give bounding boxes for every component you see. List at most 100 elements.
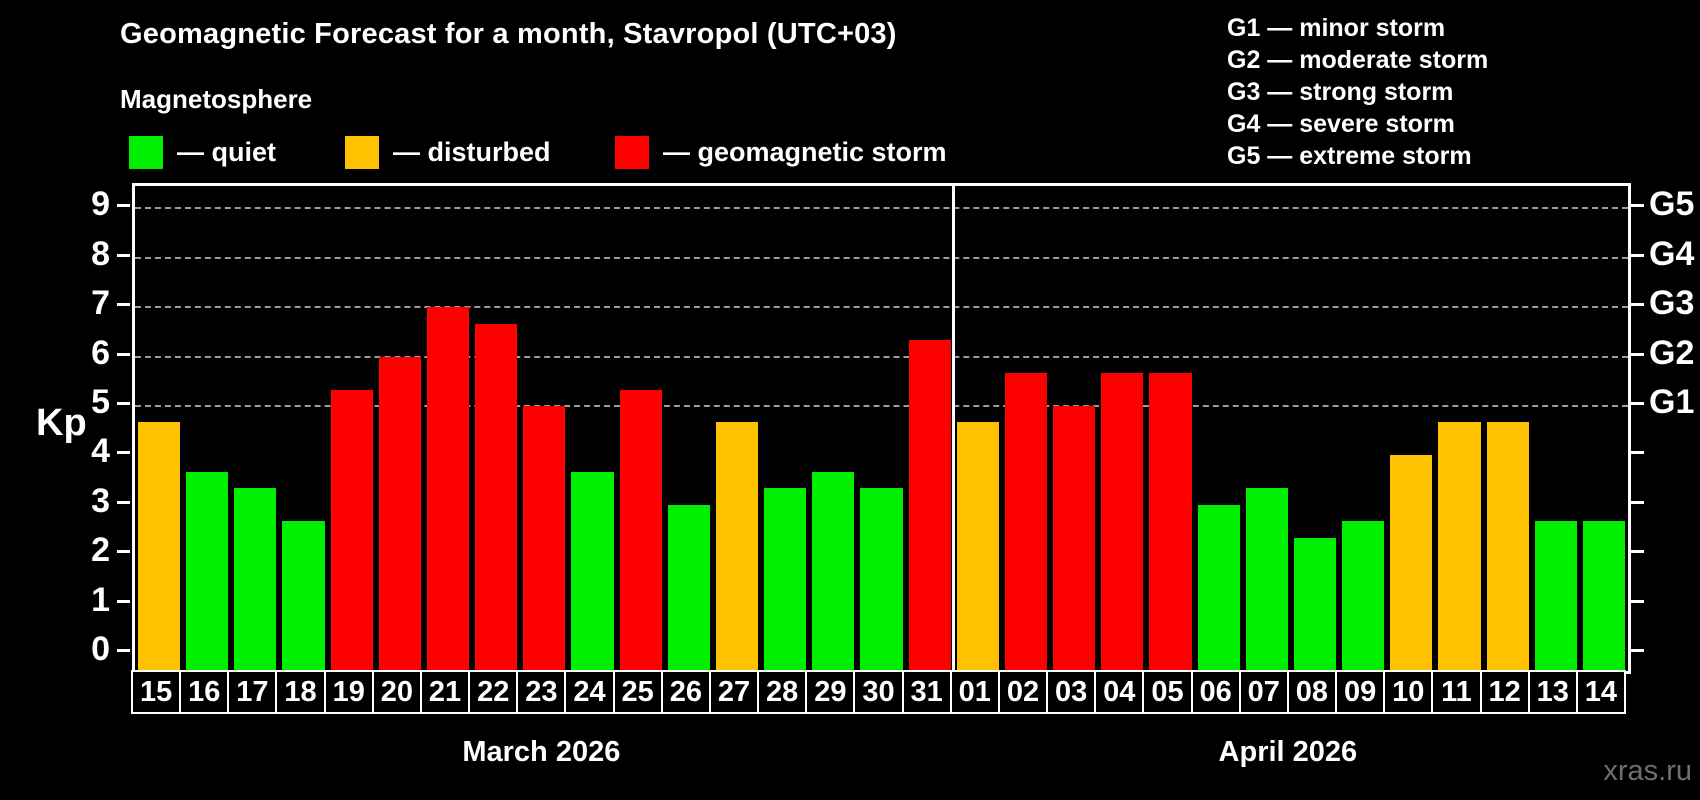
date-label: 11	[1441, 675, 1472, 708]
date-label: 03	[1055, 675, 1088, 708]
y-axis-tick	[117, 253, 130, 257]
right-axis-tick	[1631, 550, 1644, 554]
date-box-19: 19	[323, 670, 374, 714]
bar-day-11	[1438, 422, 1481, 671]
date-label: 25	[621, 675, 654, 708]
bar-day-18	[282, 521, 325, 671]
date-box-01: 01	[949, 670, 1000, 714]
date-label: 12	[1488, 675, 1521, 708]
date-label: 01	[958, 675, 991, 708]
date-box-11: 11	[1431, 670, 1482, 714]
y-axis-tick	[117, 649, 130, 652]
bar-day-15	[138, 422, 181, 671]
bar-day-28	[764, 488, 807, 671]
bar-day-02	[1004, 372, 1048, 671]
bar-day-17	[234, 488, 277, 671]
date-box-16: 16	[179, 670, 230, 714]
y-axis-tick-label: 0	[91, 630, 110, 668]
date-label: 27	[717, 675, 751, 708]
date-label: 30	[862, 675, 895, 708]
month-separator	[952, 186, 956, 671]
date-label: 17	[236, 675, 269, 708]
bar-day-21	[426, 307, 470, 671]
y-axis-tick-label: 3	[91, 481, 110, 520]
right-axis-label-g5: G5	[1649, 185, 1695, 224]
y-axis-tick	[117, 451, 130, 455]
bar-day-27	[715, 422, 759, 671]
bar-day-08	[1293, 537, 1337, 671]
date-label: 29	[814, 675, 847, 708]
date-box-10: 10	[1383, 670, 1434, 714]
g-scale-legend-line: G3 — strong storm	[1227, 78, 1454, 106]
y-axis-tick-label: 9	[91, 185, 110, 224]
date-box-17: 17	[227, 670, 278, 714]
bar-day-14	[1582, 521, 1625, 671]
y-axis-tick	[117, 303, 130, 307]
month-label-1: April 2026	[1218, 736, 1358, 768]
bar-day-26	[667, 504, 710, 671]
date-box-27: 27	[708, 670, 760, 714]
gridline-kp-5	[135, 405, 1628, 407]
date-box-05: 05	[1142, 670, 1193, 714]
date-label: 26	[669, 675, 702, 708]
y-axis-tick-label: 8	[91, 234, 110, 273]
date-label: 21	[428, 675, 462, 708]
g-scale-legend-line: G2 — moderate storm	[1227, 46, 1489, 74]
legend-swatch-0	[129, 135, 163, 169]
date-box-24: 24	[564, 670, 615, 714]
date-label: 10	[1392, 675, 1425, 708]
legend-item-label: — disturbed	[393, 136, 551, 167]
bar-day-31	[908, 340, 951, 671]
date-label: 18	[284, 675, 317, 708]
y-axis-tick-label: 4	[91, 432, 110, 471]
y-axis-tick-label: 2	[91, 531, 110, 570]
bar-day-12	[1486, 422, 1529, 671]
legend-item-label: — geomagnetic storm	[663, 136, 947, 167]
y-axis-tick	[117, 550, 130, 554]
legend-item: — disturbed	[345, 135, 551, 169]
date-box-29: 29	[805, 670, 856, 714]
legend-item: — geomagnetic storm	[615, 135, 947, 169]
date-box-04: 04	[1094, 670, 1145, 714]
date-box-22: 22	[468, 670, 519, 714]
bar-day-03	[1053, 406, 1096, 671]
right-axis-tick	[1631, 253, 1644, 257]
date-box-14: 14	[1575, 670, 1626, 714]
month-label-0: March 2026	[462, 736, 621, 768]
bar-day-05	[1149, 372, 1192, 671]
g-scale-legend-line: G4 — severe storm	[1227, 110, 1455, 138]
bar-day-30	[860, 488, 903, 671]
date-box-31: 31	[901, 670, 952, 714]
bar-day-23	[523, 406, 566, 671]
gridline-kp-9	[135, 207, 1628, 210]
y-axis-tick-label: 5	[91, 383, 110, 421]
date-box-02: 02	[997, 670, 1049, 714]
date-label: 09	[1343, 675, 1377, 708]
right-axis-label-g4: G4	[1649, 234, 1695, 273]
date-label: 05	[1151, 675, 1184, 708]
gridline-kp-8	[135, 256, 1628, 259]
right-axis-label-g1: G1	[1649, 383, 1695, 421]
date-label: 23	[525, 675, 558, 708]
date-label: 20	[380, 675, 413, 708]
g-scale-legend-line: G1 — minor storm	[1227, 14, 1446, 42]
right-axis-tick	[1631, 451, 1644, 455]
date-label: 16	[188, 675, 221, 708]
legend-swatch-2	[615, 135, 649, 169]
right-axis-label-g3: G3	[1649, 284, 1695, 323]
right-axis-tick	[1631, 303, 1644, 307]
bar-day-10	[1390, 455, 1433, 671]
bar-day-13	[1534, 521, 1577, 671]
y-axis-tick	[117, 500, 130, 504]
date-label: 04	[1103, 675, 1136, 708]
bar-day-22	[475, 323, 518, 671]
bar-day-16	[186, 471, 229, 671]
legend-swatch-1	[345, 135, 379, 169]
y-axis-label: Kp	[36, 402, 87, 444]
date-label: 13	[1536, 675, 1569, 708]
date-box-15: 15	[131, 670, 182, 714]
y-axis-tick	[117, 352, 130, 356]
right-axis-tick	[1631, 352, 1644, 356]
watermark: xras.ru	[1603, 755, 1692, 787]
chart-title: Geomagnetic Forecast for a month, Stavro…	[120, 18, 897, 50]
